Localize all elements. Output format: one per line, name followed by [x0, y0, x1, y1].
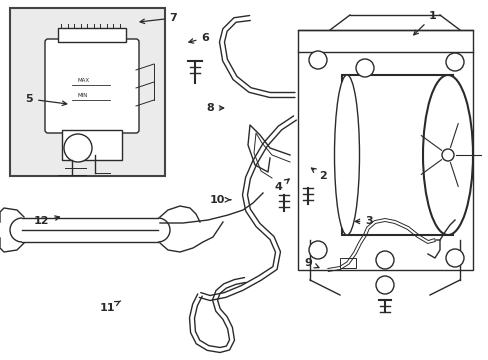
Text: 4: 4: [274, 179, 288, 192]
Bar: [10, 8, 164, 176]
Circle shape: [445, 53, 463, 71]
Text: 9: 9: [304, 258, 318, 268]
Bar: [341, 75, 452, 235]
Text: 1: 1: [413, 11, 436, 35]
Text: 3: 3: [355, 216, 372, 226]
Text: 11: 11: [100, 301, 121, 313]
Text: 7: 7: [140, 13, 177, 23]
Bar: [62, 130, 122, 160]
Bar: [297, 30, 472, 270]
Bar: [339, 258, 355, 268]
Text: MAX: MAX: [78, 78, 90, 83]
Circle shape: [375, 251, 393, 269]
Bar: [58, 28, 126, 42]
Circle shape: [64, 134, 92, 162]
FancyBboxPatch shape: [45, 39, 139, 133]
Text: 10: 10: [209, 195, 230, 205]
Ellipse shape: [422, 75, 472, 235]
Ellipse shape: [334, 75, 359, 235]
Text: MIN: MIN: [78, 93, 88, 98]
Circle shape: [308, 241, 326, 259]
Circle shape: [355, 59, 373, 77]
Circle shape: [445, 249, 463, 267]
Text: 6: 6: [188, 33, 209, 43]
Text: 12: 12: [34, 216, 60, 226]
Circle shape: [308, 51, 326, 69]
Text: 2: 2: [311, 168, 326, 181]
Text: 5: 5: [25, 94, 67, 105]
Text: 8: 8: [206, 103, 223, 113]
Circle shape: [441, 149, 453, 161]
Circle shape: [375, 276, 393, 294]
